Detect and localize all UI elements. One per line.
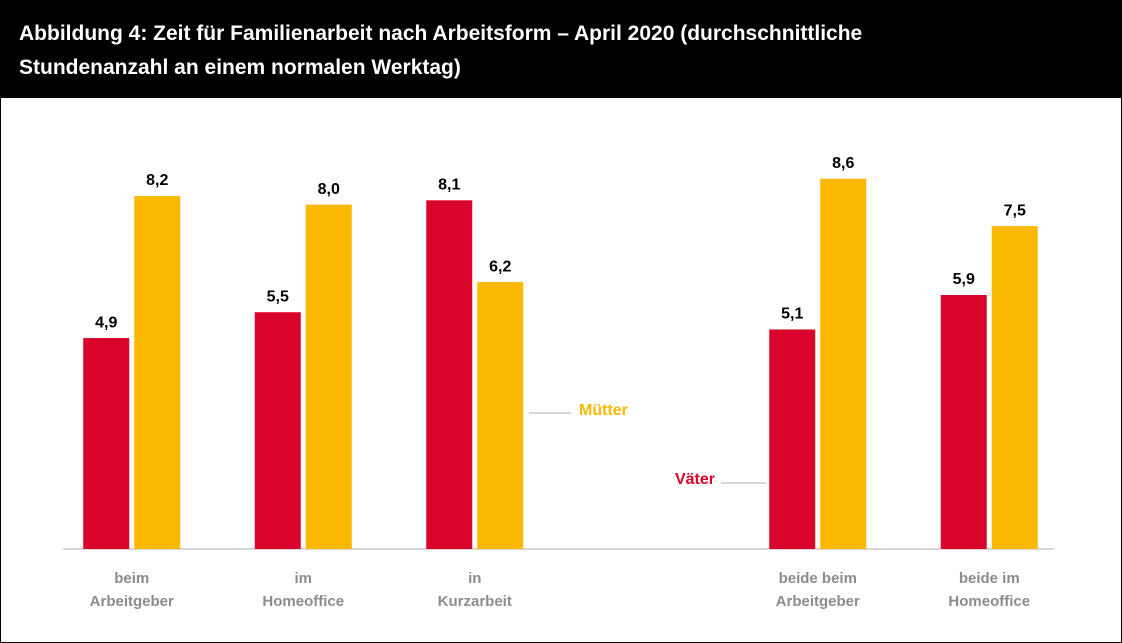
value-label: 8,6 [832, 155, 854, 172]
x-tick-label: Homeoffice [948, 593, 1030, 610]
bar [305, 204, 352, 549]
title-line: Abbildung 4: Zeit für Familienarbeit nac… [19, 22, 863, 45]
x-tick-label: in [468, 570, 481, 587]
header: Abbildung 4: Zeit für Familienarbeit nac… [1, 1, 1121, 98]
legend-label: Väter [675, 471, 715, 488]
bar [83, 338, 130, 549]
value-label: 7,5 [1004, 202, 1026, 219]
value-label: 5,5 [267, 288, 289, 305]
title-line: Stundenanzahl an einem normalen Werktag) [19, 56, 461, 79]
bar [769, 329, 816, 549]
value-label: 5,1 [781, 306, 803, 323]
bar [991, 226, 1038, 549]
bar [134, 195, 181, 550]
value-label: 8,0 [318, 181, 340, 198]
x-tick-label: Homeoffice [262, 593, 344, 610]
bar [940, 295, 987, 549]
value-label: 8,1 [438, 177, 460, 194]
x-tick-label: Arbeitgeber [776, 593, 860, 610]
value-label: 4,9 [95, 314, 117, 331]
x-tick-label: im [294, 570, 312, 587]
legend-label: Mütter [579, 402, 628, 419]
bar [254, 312, 301, 549]
x-tick-label: Kurzarbeit [438, 593, 512, 610]
x-tick-label: beim [114, 570, 149, 587]
x-tick-label: beide beim [779, 570, 857, 587]
x-tick-label: Arbeitgeber [90, 593, 174, 610]
value-label: 5,9 [953, 271, 975, 288]
value-label: 6,2 [489, 258, 511, 275]
x-tick-label: beide im [959, 570, 1020, 587]
bar [426, 200, 473, 550]
value-label: 8,2 [146, 172, 168, 189]
bar [820, 178, 867, 549]
bar [477, 282, 524, 549]
